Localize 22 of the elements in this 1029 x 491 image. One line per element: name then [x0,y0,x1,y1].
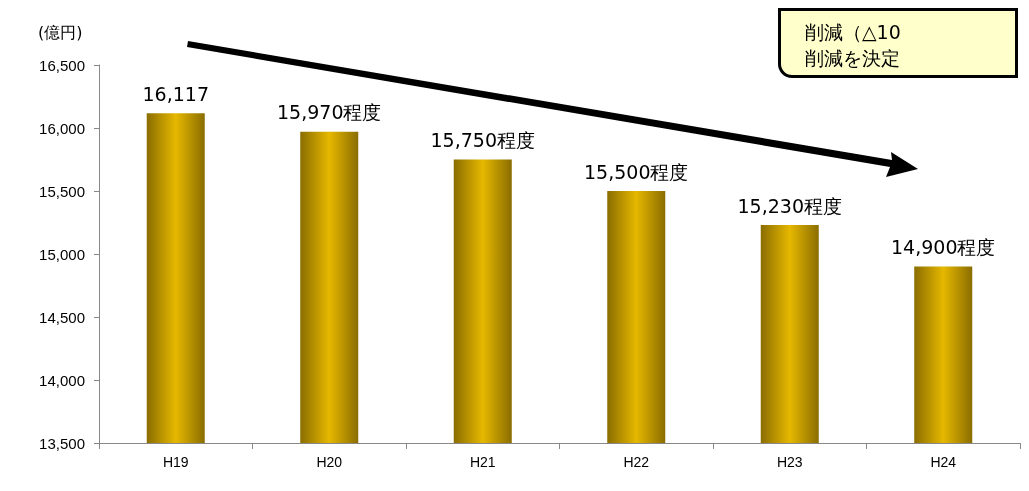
y-tick-label: 13,500 [39,434,85,452]
annotation: 削減を決定 [805,46,901,71]
y-tick-label: 16,000 [39,119,85,137]
data-label: 15,970程度 [277,101,382,124]
x-tick-label: H21 [469,454,496,470]
data-label: 15,750程度 [430,129,535,151]
x-tick-label: H22 [623,454,650,470]
y-tick-label: 15,500 [39,182,85,200]
data-label: 15,500程度 [584,160,689,183]
y-tick-label: 14,500 [39,308,85,326]
callout-box: 削減（△10 削減を決定 [778,8,1018,78]
x-tick-label: H24 [930,454,957,470]
y-tick-label: 15,000 [39,245,85,263]
data-label: 16,117 [142,82,209,105]
x-tick-label: H23 [776,454,803,470]
x-tick-label: H19 [162,454,189,470]
data-label: 14,900程度 [891,236,996,259]
data-label: 15,230程度 [737,194,842,217]
y-axis-title: (億円) [38,22,83,42]
y-tick-label: 16,500 [39,56,85,74]
x-tick-label: H20 [316,454,343,470]
y-tick-label: 14,000 [39,371,85,389]
